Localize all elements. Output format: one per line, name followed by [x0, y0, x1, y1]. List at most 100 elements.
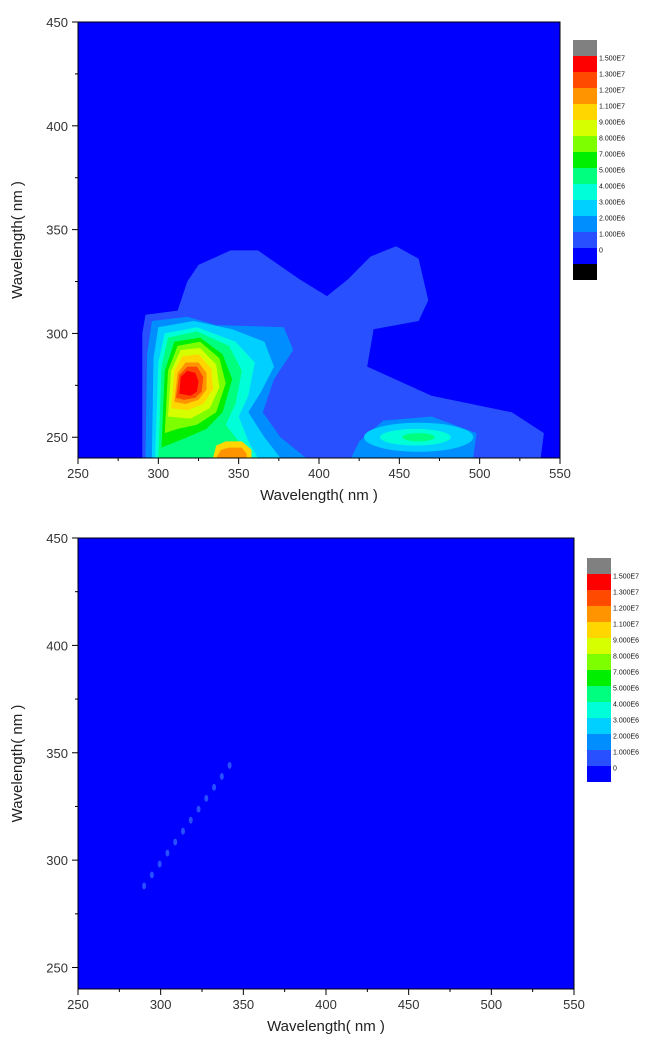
plot-area: [77, 537, 575, 990]
legend-label: 1.000E6: [599, 232, 625, 239]
legend-label: 1.100E7: [599, 104, 625, 111]
legend-label: 5.000E6: [599, 168, 625, 175]
contour-speck: [165, 849, 170, 857]
legend-label: 3.000E6: [613, 718, 639, 725]
contour-background: [78, 538, 574, 989]
x-axis-title: Wavelength( nm ): [260, 487, 378, 504]
contour-speck: [204, 794, 209, 802]
contour-peak: [179, 370, 199, 396]
contour-fills: [142, 246, 544, 458]
legend-label: 1.200E7: [599, 88, 625, 95]
contour-speck: [196, 805, 201, 813]
x-tick-label: 550: [549, 466, 571, 481]
y-tick-label: 350: [46, 223, 68, 238]
legend-label: 8.000E6: [599, 136, 625, 143]
x-tick-label: 250: [67, 466, 89, 481]
x-tick-label: 350: [232, 997, 254, 1012]
legend-label: 7.000E6: [599, 152, 625, 159]
legend-swatch: [573, 72, 597, 88]
legend-label: 1.300E7: [599, 72, 625, 79]
legend-swatch: [573, 248, 597, 264]
legend-swatch: [587, 670, 611, 686]
contour-band-12e6: [216, 447, 247, 458]
y-tick-label: 300: [46, 853, 68, 868]
contour-speck: [157, 860, 162, 868]
contour-level-5e6-right: [402, 433, 435, 442]
contour-speck: [212, 783, 217, 791]
legend-swatch: [573, 40, 597, 56]
contour-plot-bottom: 250 300 350 400 450 500 550 250 300 350 400 450 Wave…: [9, 531, 639, 1035]
x-tick-label: 450: [388, 466, 410, 481]
legend-swatch: [587, 606, 611, 622]
contour-chart-top: 250 300 350 400 450 500 550 250 300 350 400 450 Wave…: [9, 15, 625, 504]
legend-swatch: [573, 200, 597, 216]
legend-label: 7.000E6: [613, 670, 639, 677]
legend-swatch: [573, 120, 597, 136]
legend-swatch: [573, 264, 597, 280]
legend-swatch: [573, 232, 597, 248]
x-axis: 250 300 350 400 450 500 550: [67, 989, 585, 1012]
legend-label: 9.000E6: [599, 120, 625, 127]
x-tick-label: 500: [469, 466, 491, 481]
legend-label: 4.000E6: [613, 702, 639, 709]
legend-label: 1.200E7: [613, 606, 639, 613]
contour-speck: [181, 827, 185, 835]
legend-swatch: [587, 702, 611, 718]
legend-label: 2.000E6: [613, 734, 639, 741]
legend-label: 3.000E6: [599, 200, 625, 207]
legend-label: 2.000E6: [599, 216, 625, 223]
legend-label: 1.300E7: [613, 590, 639, 597]
legend-label: 9.000E6: [613, 638, 639, 645]
contour-speck: [173, 838, 178, 846]
legend-swatch: [587, 718, 611, 734]
y-axis: 250 300 350 400 450: [46, 15, 78, 445]
y-axis-title: Wavelength( nm ): [9, 181, 26, 299]
color-scale-legend: 1.500E7 1.300E7 1.200E7 1.100E7 9.000E6 8.000…: [573, 40, 625, 280]
legend-swatch: [587, 574, 611, 590]
legend-swatch: [587, 750, 611, 766]
legend-swatch: [573, 56, 597, 72]
contour-speck: [142, 882, 147, 890]
y-tick-label: 300: [46, 326, 68, 341]
x-tick-label: 500: [480, 997, 502, 1012]
legend-label: 8.000E6: [613, 654, 639, 661]
x-tick-label: 450: [398, 997, 420, 1012]
contour-speck: [188, 816, 193, 824]
legend-label: 5.000E6: [613, 686, 639, 693]
x-tick-label: 550: [563, 997, 585, 1012]
x-tick-label: 400: [308, 466, 330, 481]
y-tick-label: 400: [46, 119, 68, 134]
legend-swatch: [573, 168, 597, 184]
legend-swatch: [573, 216, 597, 232]
legend-swatch: [587, 654, 611, 670]
legend-swatch: [587, 638, 611, 654]
contour-speck: [149, 871, 154, 879]
contour-fills: [142, 761, 232, 890]
contour-speck: [219, 772, 224, 780]
legend-swatch: [587, 622, 611, 638]
x-tick-label: 300: [150, 997, 172, 1012]
legend-swatch: [573, 88, 597, 104]
legend-label: 1.500E7: [613, 574, 639, 581]
legend-label: 4.000E6: [599, 184, 625, 191]
legend-swatch: [587, 734, 611, 750]
x-tick-label: 250: [67, 997, 89, 1012]
y-tick-label: 350: [46, 746, 68, 761]
legend-label: 0: [613, 766, 617, 773]
y-tick-label: 250: [46, 961, 68, 976]
x-tick-label: 300: [147, 466, 169, 481]
legend-label: 1.100E7: [613, 622, 639, 629]
contour-chart-bottom: 250 300 350 400 450 500 550 250 300 350 400 450 Wave…: [0, 524, 646, 1048]
legend-swatch: [573, 104, 597, 120]
x-axis-title: Wavelength( nm ): [267, 1018, 385, 1035]
y-axis-title: Wavelength( nm ): [9, 705, 26, 823]
plot-area: [77, 21, 561, 459]
legend-label: 0: [599, 248, 603, 255]
legend-swatch: [587, 558, 611, 574]
y-axis: 250 300 350 400 450: [46, 531, 78, 976]
contour-speck: [227, 761, 232, 769]
legend-swatch: [587, 590, 611, 606]
legend-swatch: [573, 152, 597, 168]
legend-label: 1.500E7: [599, 56, 625, 63]
contour-plot-top: 250 300 350 400 450 500 550 250 300 350 400 450 Wave…: [9, 15, 625, 504]
